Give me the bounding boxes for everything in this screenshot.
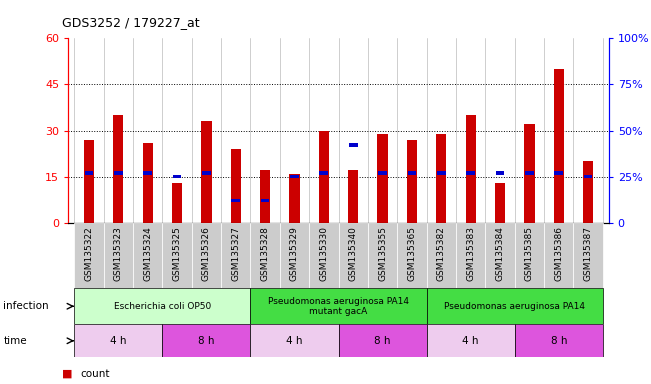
- Bar: [515, 223, 544, 288]
- Text: GSM135323: GSM135323: [114, 226, 123, 281]
- Text: GSM135382: GSM135382: [437, 226, 446, 281]
- Text: GSM135324: GSM135324: [143, 226, 152, 281]
- Text: time: time: [3, 336, 27, 346]
- Bar: [162, 223, 191, 288]
- Bar: [348, 170, 358, 223]
- Text: 4 h: 4 h: [462, 336, 479, 346]
- Bar: [202, 171, 211, 175]
- Bar: [201, 121, 212, 223]
- Bar: [289, 174, 299, 223]
- Text: GDS3252 / 179227_at: GDS3252 / 179227_at: [62, 16, 199, 29]
- Bar: [436, 134, 447, 223]
- Bar: [466, 171, 475, 175]
- Bar: [339, 324, 426, 357]
- Bar: [280, 223, 309, 288]
- Text: GSM135329: GSM135329: [290, 226, 299, 281]
- Bar: [378, 171, 387, 175]
- Bar: [74, 324, 162, 357]
- Bar: [524, 124, 534, 223]
- Text: GSM135384: GSM135384: [495, 226, 505, 281]
- Bar: [368, 223, 397, 288]
- Bar: [143, 143, 153, 223]
- Text: 4 h: 4 h: [110, 336, 126, 346]
- Bar: [251, 223, 280, 288]
- Bar: [172, 183, 182, 223]
- Bar: [456, 223, 486, 288]
- Bar: [525, 171, 534, 175]
- Text: Pseudomonas aeruginosa PA14
mutant gacA: Pseudomonas aeruginosa PA14 mutant gacA: [268, 296, 409, 316]
- Bar: [74, 288, 251, 324]
- Text: GSM135383: GSM135383: [466, 226, 475, 281]
- Bar: [221, 223, 251, 288]
- Bar: [378, 134, 388, 223]
- Bar: [290, 175, 299, 179]
- Bar: [191, 223, 221, 288]
- Bar: [408, 171, 416, 175]
- Bar: [113, 115, 124, 223]
- Bar: [320, 171, 328, 175]
- Bar: [230, 149, 241, 223]
- Bar: [584, 175, 592, 179]
- Bar: [85, 171, 93, 175]
- Text: GSM135365: GSM135365: [408, 226, 417, 281]
- Bar: [397, 223, 426, 288]
- Text: GSM135327: GSM135327: [231, 226, 240, 281]
- Bar: [133, 223, 162, 288]
- Bar: [426, 288, 603, 324]
- Text: 4 h: 4 h: [286, 336, 303, 346]
- Text: GSM135325: GSM135325: [173, 226, 182, 281]
- Bar: [162, 324, 251, 357]
- Bar: [114, 171, 122, 175]
- Bar: [251, 324, 339, 357]
- Text: ■: ■: [62, 369, 72, 379]
- Bar: [104, 223, 133, 288]
- Text: 8 h: 8 h: [374, 336, 391, 346]
- Bar: [515, 324, 603, 357]
- Bar: [426, 324, 515, 357]
- Bar: [486, 223, 515, 288]
- Text: Pseudomonas aeruginosa PA14: Pseudomonas aeruginosa PA14: [444, 302, 585, 311]
- Bar: [173, 175, 182, 179]
- Bar: [349, 144, 357, 147]
- Bar: [74, 223, 104, 288]
- Bar: [231, 199, 240, 202]
- Text: GSM135385: GSM135385: [525, 226, 534, 281]
- Bar: [555, 171, 563, 175]
- Text: 8 h: 8 h: [198, 336, 215, 346]
- Bar: [495, 183, 505, 223]
- Bar: [553, 69, 564, 223]
- Bar: [251, 288, 426, 324]
- Bar: [574, 223, 603, 288]
- Bar: [260, 170, 270, 223]
- Bar: [309, 223, 339, 288]
- Text: GSM135355: GSM135355: [378, 226, 387, 281]
- Text: GSM135386: GSM135386: [554, 226, 563, 281]
- Bar: [465, 115, 476, 223]
- Text: GSM135326: GSM135326: [202, 226, 211, 281]
- Text: GSM135330: GSM135330: [320, 226, 328, 281]
- Text: GSM135328: GSM135328: [260, 226, 270, 281]
- Text: Escherichia coli OP50: Escherichia coli OP50: [114, 302, 211, 311]
- Text: count: count: [80, 369, 109, 379]
- Bar: [495, 171, 505, 175]
- Bar: [544, 223, 574, 288]
- Bar: [261, 199, 270, 202]
- Text: GSM135340: GSM135340: [349, 226, 357, 281]
- Text: GSM135322: GSM135322: [85, 226, 93, 281]
- Bar: [84, 140, 94, 223]
- Text: GSM135387: GSM135387: [584, 226, 592, 281]
- Bar: [426, 223, 456, 288]
- Bar: [407, 140, 417, 223]
- Bar: [143, 171, 152, 175]
- Bar: [319, 131, 329, 223]
- Bar: [437, 171, 446, 175]
- Bar: [583, 161, 593, 223]
- Text: 8 h: 8 h: [551, 336, 567, 346]
- Text: infection: infection: [3, 301, 49, 311]
- Bar: [339, 223, 368, 288]
